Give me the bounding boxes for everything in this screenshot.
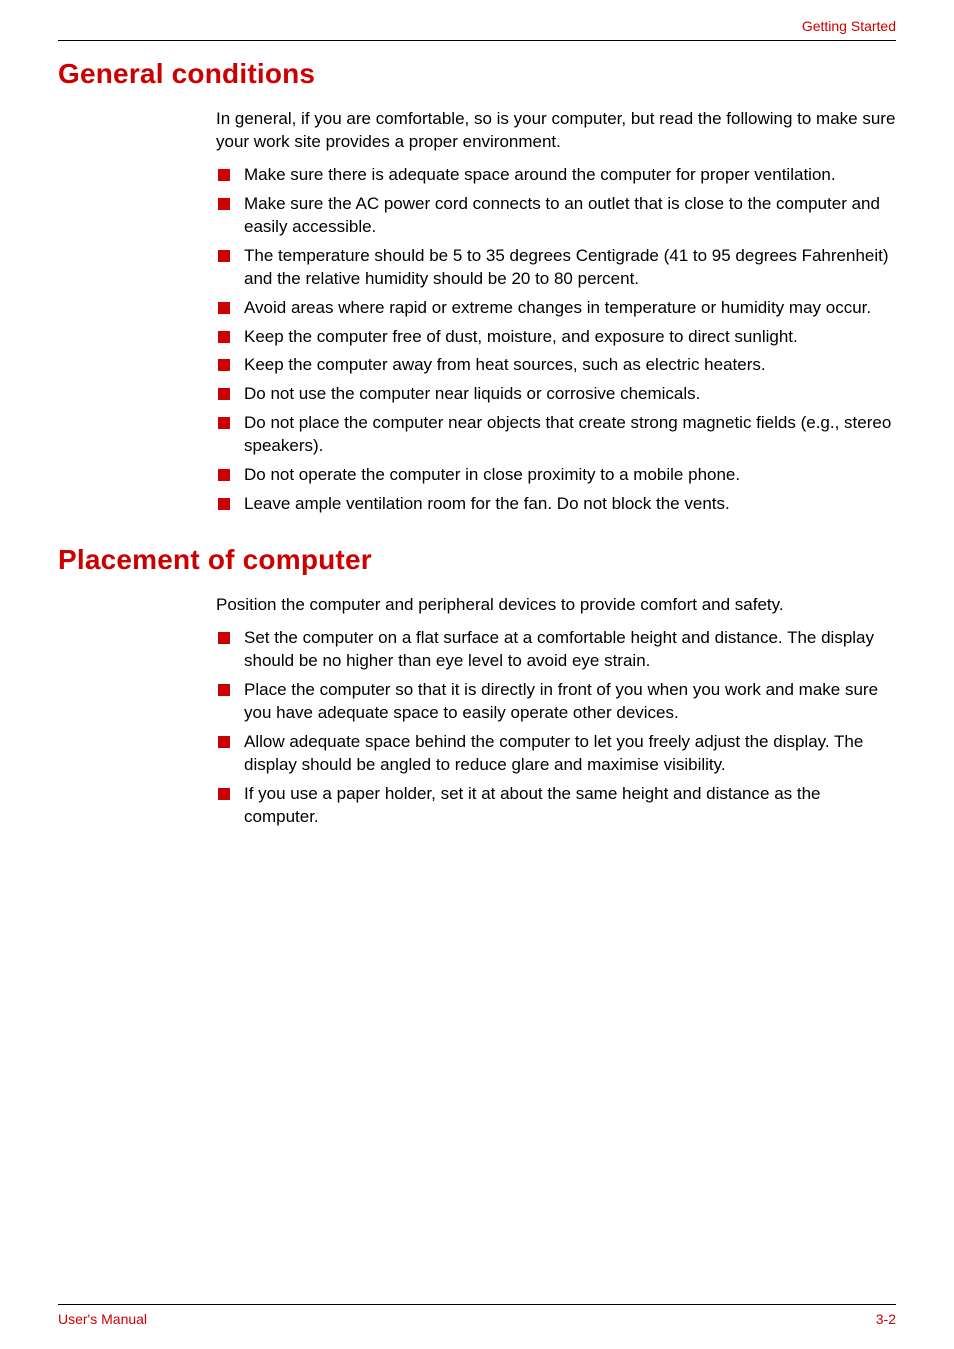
page-footer-right: 3-2 [876, 1311, 896, 1327]
section-body-general-conditions: In general, if you are comfortable, so i… [216, 108, 896, 516]
list-item: Allow adequate space behind the computer… [216, 731, 896, 777]
list-item: Avoid areas where rapid or extreme chang… [216, 297, 896, 320]
list-item: Leave ample ventilation room for the fan… [216, 493, 896, 516]
page-content: General conditions In general, if you ar… [58, 58, 896, 857]
list-item: Keep the computer away from heat sources… [216, 354, 896, 377]
list-item: Keep the computer free of dust, moisture… [216, 326, 896, 349]
list-item: Make sure there is adequate space around… [216, 164, 896, 187]
page-footer-left: User's Manual [58, 1311, 147, 1327]
section-heading-general-conditions: General conditions [58, 58, 896, 90]
list-item: The temperature should be 5 to 35 degree… [216, 245, 896, 291]
list-item: Do not use the computer near liquids or … [216, 383, 896, 406]
footer-rule [58, 1304, 896, 1305]
list-item: Make sure the AC power cord connects to … [216, 193, 896, 239]
bullet-list: Make sure there is adequate space around… [216, 164, 896, 516]
section-body-placement: Position the computer and peripheral dev… [216, 594, 896, 828]
bullet-list: Set the computer on a flat surface at a … [216, 627, 896, 829]
section-intro: Position the computer and peripheral dev… [216, 594, 896, 617]
list-item: Do not operate the computer in close pro… [216, 464, 896, 487]
section-intro: In general, if you are comfortable, so i… [216, 108, 896, 154]
list-item: If you use a paper holder, set it at abo… [216, 783, 896, 829]
section-heading-placement: Placement of computer [58, 544, 896, 576]
list-item: Set the computer on a flat surface at a … [216, 627, 896, 673]
page-header-right: Getting Started [802, 18, 896, 34]
header-rule [58, 40, 896, 41]
list-item: Place the computer so that it is directl… [216, 679, 896, 725]
list-item: Do not place the computer near objects t… [216, 412, 896, 458]
